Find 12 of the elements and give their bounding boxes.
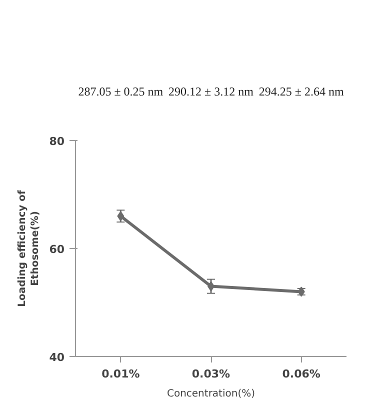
point <box>117 211 124 222</box>
x-tick-label: 0.03% <box>192 368 230 380</box>
text: 294.25 ± 2.64 nm <box>258 84 344 98</box>
x-tick-label: 0.06% <box>282 368 320 380</box>
text: 287.05 ± 0.25 nm <box>78 84 164 98</box>
x-tick-label: 0.01% <box>102 368 140 380</box>
y-tick-label: 60 <box>49 243 65 256</box>
text: 290.12 ± 3.12 nm <box>168 84 254 98</box>
y-tick-label: 80 <box>49 135 65 148</box>
x-axis-title: Concentration(%) <box>166 388 256 400</box>
y-tick-label: 40 <box>49 351 65 364</box>
y-axis-title: Loading efficiency of Ethosome(%) <box>16 190 42 307</box>
